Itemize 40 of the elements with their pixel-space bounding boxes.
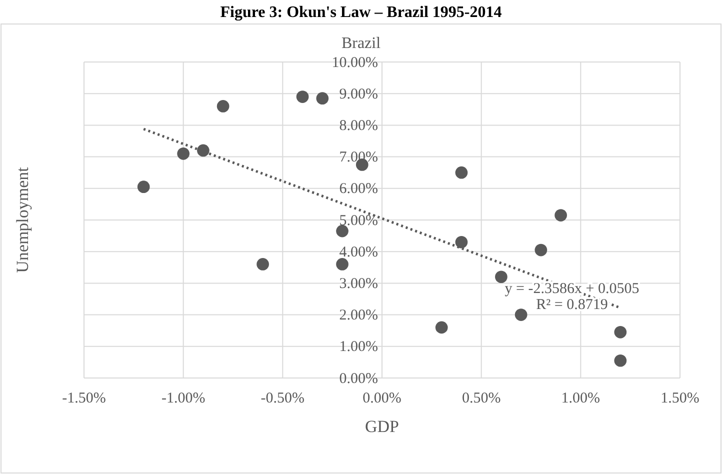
- point: [534, 244, 548, 256]
- point: [316, 92, 329, 105]
- point: [336, 258, 348, 270]
- y-tick-label: 8.00%: [339, 118, 378, 134]
- chart-title: Figure 3: Okun's Law – Brazil 1995-2014: [220, 4, 502, 21]
- y-tick-label: 6.00%: [339, 181, 378, 198]
- point: [455, 236, 468, 248]
- x-tick-label: 0.00%: [362, 390, 402, 407]
- y-axis-title: Unemployment: [13, 166, 32, 273]
- y-tick-label: 2.00%: [339, 308, 378, 324]
- x-tick-label: -1.50%: [62, 390, 106, 407]
- point: [216, 100, 230, 112]
- chart-subtitle: Brazil: [341, 35, 382, 52]
- point: [435, 321, 448, 334]
- annotation: R² = 0.8719: [536, 297, 608, 313]
- point: [455, 166, 468, 179]
- x-tick-label: 1.00%: [561, 390, 600, 407]
- x-axis-title: GDP: [364, 417, 400, 436]
- point: [296, 90, 309, 103]
- x-tick-label: 1.50%: [660, 390, 700, 407]
- y-tick-label: 10.00%: [332, 54, 378, 71]
- y-tick-label: 5.00%: [339, 212, 378, 229]
- point: [177, 147, 190, 160]
- point: [137, 180, 150, 193]
- y-tick-label: 3.00%: [339, 276, 378, 292]
- point: [256, 258, 269, 270]
- point: [514, 308, 528, 321]
- point: [336, 224, 348, 238]
- y-tick-label: 4.00%: [339, 244, 378, 260]
- point: [614, 326, 627, 338]
- y-tick-label: 9.00%: [339, 86, 378, 102]
- x-tick-label: -1.00%: [161, 390, 206, 407]
- point: [554, 209, 567, 222]
- y-tick-label: 1.00%: [339, 339, 378, 356]
- y-tick-label: 0.00%: [339, 370, 378, 387]
- x-tick-label: 0.50%: [462, 390, 501, 407]
- point: [495, 270, 508, 284]
- point: [197, 144, 210, 157]
- x-tick-label: -0.50%: [260, 390, 305, 407]
- point: [614, 354, 627, 367]
